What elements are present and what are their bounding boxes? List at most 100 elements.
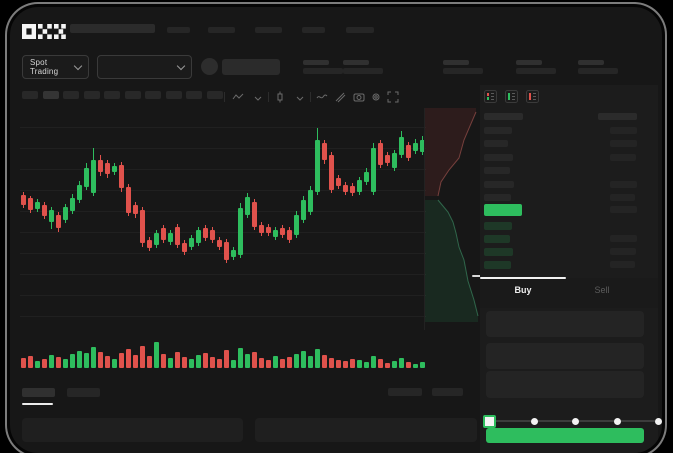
bid-amount-placeholder (610, 248, 636, 255)
volume-bar (35, 361, 40, 368)
volume-bar (406, 362, 411, 368)
volume-bars (20, 335, 426, 368)
app-window: Spot Trading (10, 7, 662, 453)
volume-bar (196, 355, 201, 368)
volume-bar (266, 360, 271, 368)
indicator-zigzag-icon[interactable] (232, 91, 244, 103)
gridline (20, 316, 426, 317)
candle-body (70, 198, 75, 211)
candle-body (56, 215, 61, 228)
chevron-down-icon[interactable] (252, 93, 264, 105)
volume-bar (189, 359, 194, 368)
candle-body (133, 205, 138, 214)
ask-price-placeholder (484, 194, 511, 201)
interval-button-placeholder[interactable] (83, 91, 100, 99)
orders-tab-placeholder[interactable] (22, 388, 55, 397)
interval-button-placeholder[interactable] (186, 91, 202, 99)
total-input[interactable] (486, 371, 644, 398)
volume-bar (98, 352, 103, 368)
nav-item-placeholder[interactable] (255, 27, 282, 33)
candle-body (77, 185, 82, 200)
interval-button-placeholder[interactable] (145, 91, 161, 99)
slider-dot[interactable] (613, 417, 621, 425)
candlestick-chart[interactable] (20, 108, 426, 332)
interval-button-placeholder[interactable] (124, 91, 141, 99)
orders-action-placeholder[interactable] (388, 388, 422, 396)
drawing-tools-icon[interactable] (334, 91, 346, 103)
volume-bar (378, 359, 383, 368)
candle-body (406, 145, 411, 158)
candle-body (287, 230, 292, 240)
ask-price-placeholder (484, 180, 514, 188)
orders-tab-placeholder[interactable] (67, 388, 100, 397)
candle-body (315, 140, 320, 192)
stat-value-placeholder (343, 68, 383, 74)
interval-button-placeholder[interactable] (206, 91, 223, 99)
slider-dot[interactable] (530, 417, 538, 425)
tab-sell[interactable]: Sell (594, 285, 610, 295)
slider-handle[interactable] (483, 415, 496, 428)
volume-bar (147, 356, 152, 368)
tab-buy[interactable]: Buy (514, 285, 532, 295)
chevron-down-icon[interactable] (294, 93, 306, 105)
volume-bar (231, 360, 236, 368)
volume-bar (182, 357, 187, 368)
volume-bar (77, 351, 82, 368)
volume-bar (175, 352, 180, 368)
nav-item-placeholder[interactable] (346, 27, 374, 33)
volume-bar (259, 358, 264, 368)
gridline (20, 274, 426, 275)
volume-bar (287, 357, 292, 368)
book-view-bids-icon[interactable] (505, 90, 518, 103)
volume-bar (364, 362, 369, 368)
candle-body (385, 155, 390, 163)
interval-button-placeholder[interactable] (104, 91, 120, 99)
last-price-badge (484, 204, 522, 216)
slider-dot[interactable] (655, 417, 662, 425)
volume-bar (273, 356, 278, 368)
interval-button-placeholder[interactable] (42, 91, 59, 99)
volume-bar (63, 359, 68, 368)
slider-dot[interactable] (572, 417, 579, 425)
book-view-asks-icon[interactable] (526, 90, 539, 103)
price-input[interactable] (486, 311, 644, 337)
candle-body (28, 198, 33, 210)
okx-logo[interactable] (22, 23, 66, 39)
fullscreen-icon[interactable] (387, 91, 399, 103)
candle-body (392, 153, 397, 168)
buy-button[interactable] (486, 428, 644, 443)
last-amount-placeholder (610, 206, 637, 213)
candle-body (336, 178, 341, 186)
right-panel: Buy Sell (480, 85, 662, 453)
candle-body (35, 202, 40, 209)
nav-item-placeholder[interactable] (208, 27, 235, 33)
volume-bar (112, 359, 117, 368)
settings-icon[interactable] (370, 91, 382, 103)
candle-type-icon[interactable] (274, 91, 286, 103)
gridline (20, 211, 426, 212)
interval-button-placeholder[interactable] (165, 91, 182, 99)
interval-button-placeholder[interactable] (22, 91, 38, 99)
candle-body (161, 228, 166, 240)
book-view-both-icon[interactable] (484, 90, 497, 103)
interval-button-placeholder[interactable] (63, 91, 79, 99)
pair-selector[interactable] (97, 55, 192, 79)
gridline (20, 169, 426, 170)
volume-bar (371, 356, 376, 368)
volume-bar (336, 360, 341, 368)
market-type-selector[interactable]: Spot Trading (22, 55, 89, 79)
price-placeholder (222, 59, 280, 75)
amount-input[interactable] (486, 343, 644, 369)
line-chart-icon[interactable] (316, 91, 328, 103)
ask-price-placeholder (484, 167, 510, 175)
volume-bar (126, 349, 131, 368)
nav-item-placeholder[interactable] (167, 27, 190, 33)
camera-icon[interactable] (353, 91, 365, 103)
orders-panel-placeholder (22, 418, 243, 442)
nav-item-placeholder[interactable] (302, 27, 325, 33)
orders-action-placeholder[interactable] (432, 388, 463, 396)
volume-bar (329, 358, 334, 368)
volume-bar (420, 362, 425, 368)
candle-body (210, 230, 215, 240)
toolbar-divider (224, 92, 225, 102)
